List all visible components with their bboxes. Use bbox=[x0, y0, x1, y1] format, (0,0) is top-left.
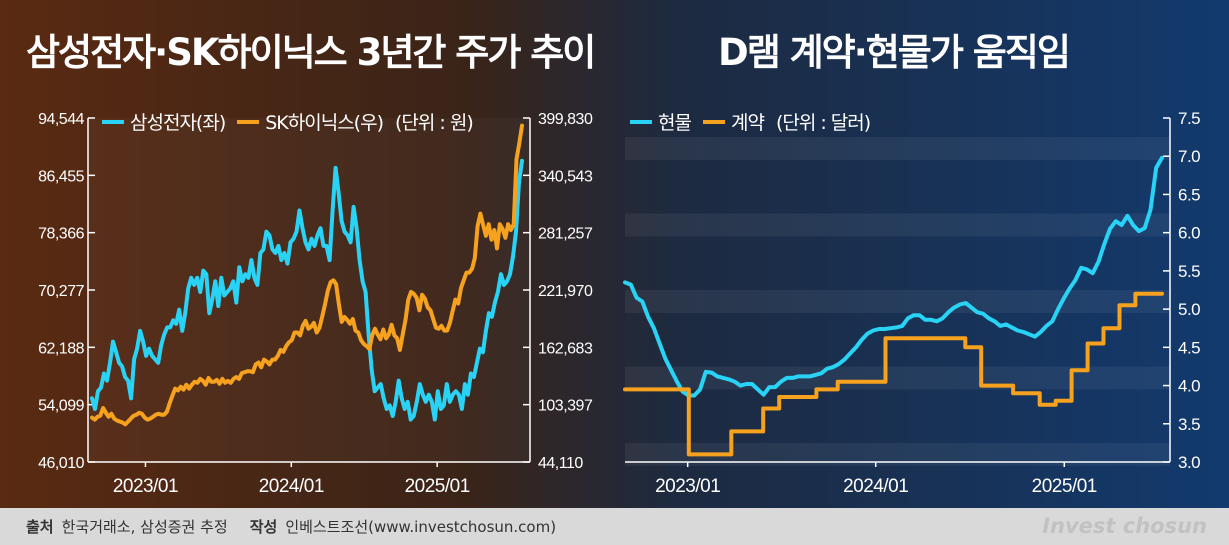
source-text: 한국거래소, 삼성증권 추정 bbox=[61, 518, 228, 536]
contract-price-line bbox=[623, 291, 1164, 457]
right-y-tick-label: 340,543 bbox=[538, 168, 593, 185]
left-y-tick-label: 62,188 bbox=[38, 340, 85, 357]
right-grid-band bbox=[625, 137, 1170, 161]
left-x-tick-label: 2024/01 bbox=[259, 476, 324, 497]
right-y-tick-label: 281,257 bbox=[538, 226, 593, 243]
right-grid-band bbox=[625, 442, 1170, 466]
right-y-tick-label: 221,970 bbox=[538, 283, 593, 300]
right-chart-y-tick-label: 5.0 bbox=[1178, 300, 1200, 319]
author-label: 작성 bbox=[249, 518, 278, 536]
footer-bar: 출처 한국거래소, 삼성증권 추정 작성 인베스트조선(www.investch… bbox=[0, 508, 1229, 545]
legend-swatch-samsung bbox=[102, 119, 124, 124]
right-y-tick-label: 44,110 bbox=[538, 455, 583, 472]
legend-label-spot: 현물 bbox=[658, 112, 692, 134]
right-chart-y-tick-label: 7.5 bbox=[1178, 109, 1200, 128]
right-chart-y-tick-label: 3.0 bbox=[1178, 453, 1200, 472]
right-chart-y-tick-label: 6.0 bbox=[1178, 224, 1200, 243]
left-unit-note: (단위 : 원) bbox=[394, 112, 474, 134]
left-y-tick-label: 46,010 bbox=[38, 455, 85, 472]
left-x-tick-label: 2025/01 bbox=[405, 476, 470, 497]
legend-item-skhynix: SK하이닉스(우) bbox=[237, 108, 384, 135]
spot-price-line bbox=[623, 155, 1164, 398]
right-chart-y-tick-label: 4.5 bbox=[1178, 338, 1200, 357]
brand-logo: Invest chosun bbox=[1042, 514, 1207, 538]
right-chart-x-tick-label: 2023/01 bbox=[655, 476, 720, 497]
left-y-tick-label: 94,544 bbox=[38, 111, 85, 128]
right-unit-note: (단위 : 달러) bbox=[775, 112, 871, 134]
right-grid-band bbox=[625, 213, 1170, 237]
left-legend: 삼성전자(좌) SK하이닉스(우) (단위 : 원) bbox=[102, 108, 474, 135]
left-chart-title: 삼성전자·SK하이닉스 3년간 주가 추이 bbox=[26, 31, 596, 74]
legend-swatch-spot bbox=[630, 119, 652, 124]
right-chart-y-tick-label: 5.5 bbox=[1178, 262, 1200, 281]
right-grid-band bbox=[625, 366, 1170, 390]
left-y-tick-label: 78,366 bbox=[38, 226, 85, 243]
right-y-tick-label: 399,830 bbox=[538, 111, 593, 128]
left-x-tick-label: 2023/01 bbox=[113, 476, 178, 497]
legend-item-samsung: 삼성전자(좌) bbox=[102, 108, 226, 135]
left-y-tick-label: 86,455 bbox=[38, 168, 85, 185]
right-chart-y-tick-label: 6.5 bbox=[1178, 185, 1200, 204]
right-chart-title: D램 계약·현물가 움직임 bbox=[718, 31, 1071, 74]
left-y-tick-label: 70,277 bbox=[38, 283, 85, 300]
right-chart-y-tick-label: 3.5 bbox=[1178, 415, 1200, 434]
left-y-tick-label: 54,099 bbox=[38, 398, 85, 415]
right-chart-y-tick-label: 4.0 bbox=[1178, 377, 1200, 396]
legend-label-skhynix: SK하이닉스(우) bbox=[265, 112, 384, 134]
author-text: 인베스트조선(www.investchosun.com) bbox=[285, 518, 557, 536]
right-chart-x-tick-label: 2024/01 bbox=[843, 476, 908, 497]
legend-label-contract: 계약 bbox=[730, 112, 765, 134]
right-chart-x-tick-label: 2025/01 bbox=[1032, 476, 1097, 497]
legend-label-samsung: 삼성전자(좌) bbox=[130, 112, 226, 134]
right-legend: 현물 계약 (단위 : 달러) bbox=[630, 108, 871, 135]
samsung-line bbox=[90, 158, 524, 422]
left-plot-area bbox=[88, 118, 530, 462]
source-label: 출처 bbox=[26, 518, 54, 536]
legend-item-contract: 계약 bbox=[702, 108, 765, 135]
legend-swatch-skhynix bbox=[237, 119, 260, 124]
legend-swatch-contract bbox=[702, 119, 725, 124]
right-chart-y-tick-label: 7.0 bbox=[1178, 147, 1200, 166]
skhynix-line bbox=[90, 123, 524, 427]
legend-item-spot: 현물 bbox=[630, 108, 692, 135]
right-y-tick-label: 162,683 bbox=[538, 340, 593, 357]
right-grid-band bbox=[625, 290, 1170, 313]
right-y-tick-label: 103,397 bbox=[538, 398, 593, 415]
